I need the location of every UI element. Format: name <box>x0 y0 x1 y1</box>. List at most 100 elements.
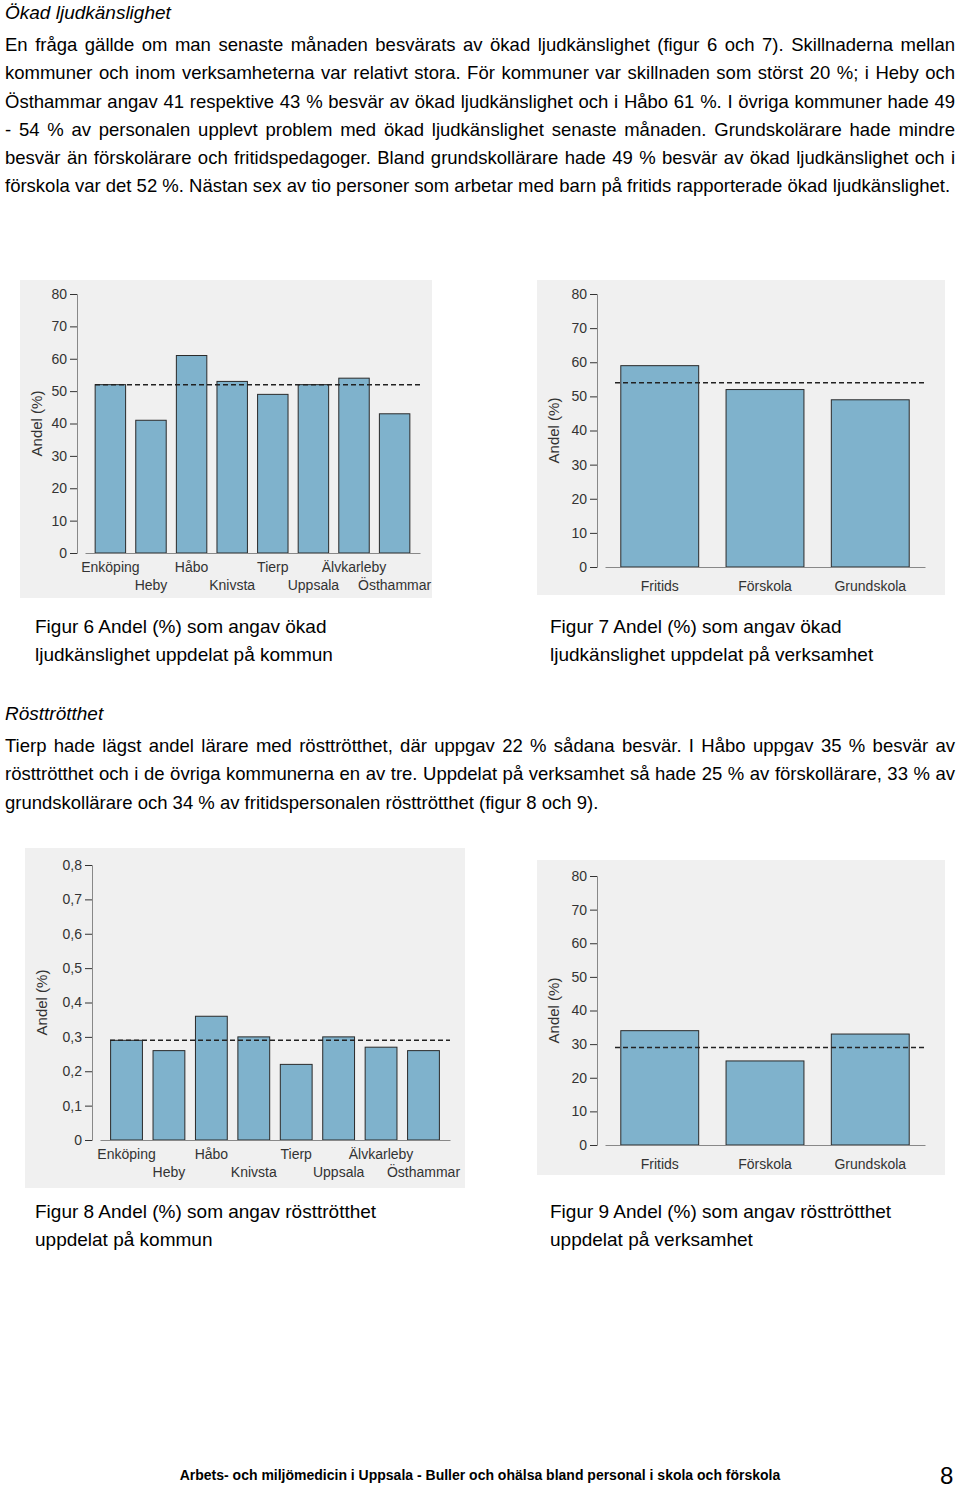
y-axis: 01020304050607080 <box>51 286 77 561</box>
y-tick-mark <box>590 876 597 877</box>
section-heading: Rösttrötthet <box>5 703 103 725</box>
x-tick-label: Fritids <box>641 578 679 594</box>
bar-chart: 00,10,20,30,40,50,60,70,8EnköpingHebyHåb… <box>25 848 465 1188</box>
y-tick-mark <box>70 391 77 392</box>
bar <box>726 1061 804 1145</box>
y-tick-mark <box>590 396 597 397</box>
y-tick: 0,3 <box>63 1029 92 1045</box>
y-tick: 50 <box>571 969 597 985</box>
bar <box>831 400 909 567</box>
y-tick-label: 30 <box>571 457 587 473</box>
y-tick-label: 40 <box>51 415 67 431</box>
y-tick-mark <box>70 488 77 489</box>
y-tick-label: 70 <box>571 320 587 336</box>
plot-area <box>615 366 925 567</box>
x-tick: Enköping <box>81 553 139 575</box>
y-axis-title: Andel (%) <box>33 970 50 1036</box>
x-tick-label: Grundskola <box>834 578 906 594</box>
x-tick-label: Fritids <box>641 1156 679 1172</box>
x-tick: Älvkarleby <box>349 1140 414 1162</box>
y-tick-label: 0,7 <box>63 891 83 907</box>
x-tick-label: Uppsala <box>288 577 340 593</box>
y-axis-title: Andel (%) <box>545 978 562 1044</box>
page: Ökad ljudkänslighet En fråga gällde om ma… <box>0 0 960 1492</box>
bar-chart: 01020304050607080FritidsFörskolaGrundsko… <box>537 280 945 595</box>
x-tick-label: Håbo <box>195 1146 229 1162</box>
y-tick-label: 70 <box>571 902 587 918</box>
page-number: 8 <box>940 1462 953 1490</box>
y-tick-label: 80 <box>571 868 587 884</box>
x-tick: Enköping <box>97 1140 155 1162</box>
y-tick: 20 <box>51 480 77 496</box>
y-tick-label: 80 <box>51 286 67 302</box>
y-tick: 0,6 <box>63 926 92 942</box>
bar <box>323 1037 355 1140</box>
y-tick-label: 20 <box>571 491 587 507</box>
y-tick-label: 40 <box>571 422 587 438</box>
y-tick-mark <box>85 934 92 935</box>
reference-line <box>615 1047 925 1049</box>
bar <box>195 1016 227 1140</box>
bar <box>136 420 166 553</box>
x-tick-label: Älvkarleby <box>349 1146 414 1162</box>
bar <box>379 414 409 553</box>
bar <box>111 1040 143 1140</box>
bar <box>298 385 328 553</box>
y-tick: 0 <box>579 559 597 575</box>
y-axis-line <box>85 866 93 1141</box>
section-heading: Ökad ljudkänslighet <box>5 2 171 24</box>
bar <box>339 378 369 553</box>
y-tick-mark <box>590 499 597 500</box>
x-tick-label: Enköping <box>97 1146 155 1162</box>
y-tick: 60 <box>571 935 597 951</box>
y-tick-mark <box>590 943 597 944</box>
y-tick-label: 0 <box>579 559 587 575</box>
figure-caption: Figur 8 Andel (%) som angav rösttrötthet… <box>35 1198 405 1254</box>
y-axis-line <box>590 295 598 568</box>
y-tick: 60 <box>571 354 597 370</box>
y-tick-mark <box>590 1145 597 1146</box>
x-tick-label: Håbo <box>175 559 209 575</box>
x-tick-label: Tierp <box>281 1146 313 1162</box>
reference-line <box>110 1040 450 1042</box>
y-tick-mark <box>85 1037 92 1038</box>
y-axis: 00,10,20,30,40,50,60,70,8 <box>63 857 93 1148</box>
y-tick-mark <box>590 1044 597 1045</box>
y-tick-label: 0 <box>74 1132 82 1148</box>
y-tick-label: 60 <box>571 354 587 370</box>
x-tick-label: Knivsta <box>231 1164 277 1180</box>
y-tick-label: 0,5 <box>63 960 83 976</box>
y-tick-mark <box>70 456 77 457</box>
x-tick-label: Östhammar <box>358 576 431 593</box>
bar <box>408 1051 440 1140</box>
x-tick: Grundskola <box>834 567 906 594</box>
x-tick-label: Heby <box>135 577 168 593</box>
paragraph: En fråga gällde om man senaste månaden b… <box>5 31 955 201</box>
y-tick-mark <box>590 465 597 466</box>
x-axis: EnköpingHebyHåboKnivstaTierpUppsalaÄlvka… <box>81 553 431 593</box>
y-tick-label: 0 <box>579 1137 587 1153</box>
x-tick-label: Grundskola <box>834 1156 906 1172</box>
y-axis: 01020304050607080 <box>571 286 597 575</box>
y-tick-label: 50 <box>51 383 67 399</box>
y-tick-mark <box>590 533 597 534</box>
x-tick: Grundskola <box>834 1145 906 1172</box>
y-tick-mark <box>590 910 597 911</box>
y-tick-mark <box>85 899 92 900</box>
y-tick: 0 <box>579 1137 597 1153</box>
footer: Arbets- och miljömedicin i Uppsala - Bul… <box>0 1467 960 1483</box>
bar <box>258 394 288 553</box>
y-tick: 20 <box>571 1070 597 1086</box>
reference-line <box>615 382 925 384</box>
x-axis: FritidsFörskolaGrundskola <box>606 1145 926 1172</box>
y-tick: 0,1 <box>63 1098 92 1114</box>
x-tick: Östhammar <box>358 553 431 593</box>
y-tick-label: 20 <box>51 480 67 496</box>
y-tick-label: 10 <box>51 513 67 529</box>
y-axis-line <box>70 295 78 554</box>
bar <box>621 366 699 567</box>
y-tick: 10 <box>571 525 597 541</box>
y-tick-mark <box>590 294 597 295</box>
y-tick-label: 70 <box>51 318 67 334</box>
x-axis-line <box>606 567 926 568</box>
